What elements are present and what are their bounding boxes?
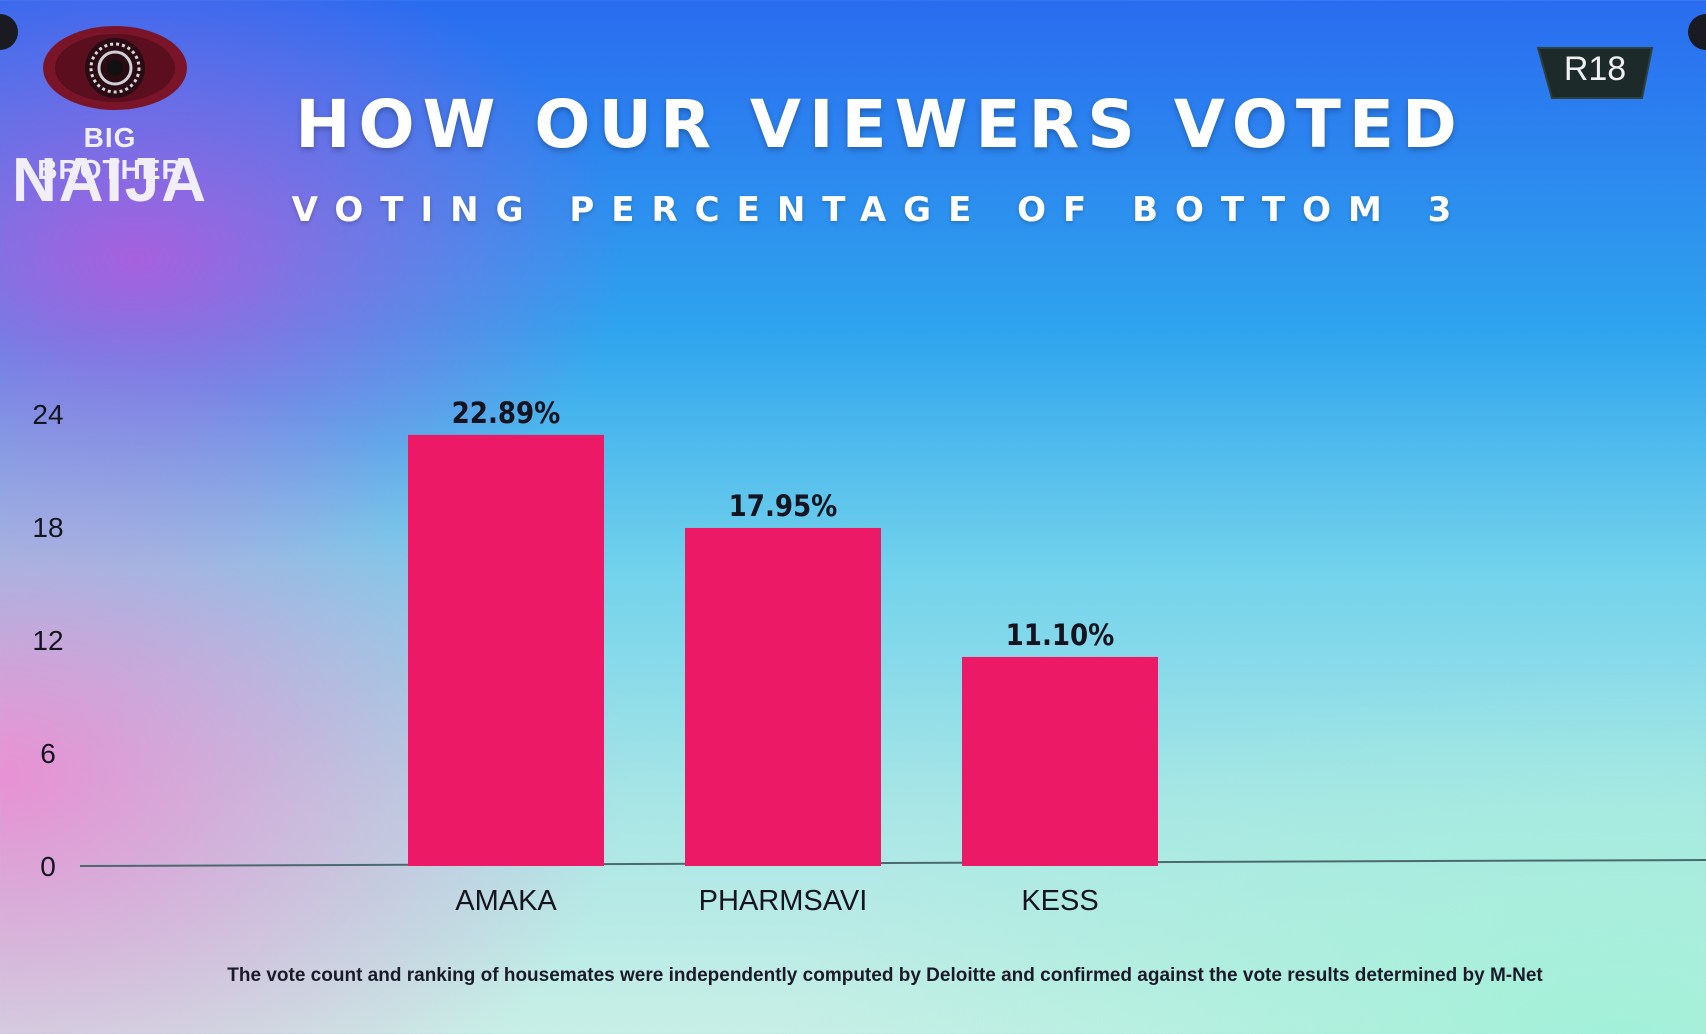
rating-badge-shape xyxy=(1536,47,1654,99)
corner-mark-left xyxy=(0,14,18,50)
eye-icon xyxy=(43,26,187,110)
x-tick-label: KESS xyxy=(1021,885,1098,917)
x-tick-label: AMAKA xyxy=(455,885,557,917)
data-label: 11.10% xyxy=(1006,618,1115,652)
y-tick-label: 18 xyxy=(32,512,63,543)
bar-amaka xyxy=(408,434,604,866)
data-label: 17.95% xyxy=(729,489,838,523)
logo-text-line1: BIG BROTHER xyxy=(37,122,183,185)
x-tick-label: PHARMSAVI xyxy=(699,885,868,917)
logo-text-line2: NAIJA xyxy=(11,146,209,215)
footnote: The vote count and ranking of housemates… xyxy=(227,965,1543,986)
y-tick-label: 24 xyxy=(32,399,63,430)
chart-title: HOW OUR VIEWERS VOTED xyxy=(295,86,1465,163)
chart-subtitle: VOTING PERCENTAGE OF BOTTOM 3 xyxy=(291,190,1469,230)
x-axis-line xyxy=(79,859,1706,867)
show-logo: BIG BROTHER NAIJA xyxy=(10,22,210,212)
rating-badge: R18 xyxy=(1530,44,1660,102)
data-label: 22.89% xyxy=(452,396,561,430)
y-tick-label: 0 xyxy=(40,851,56,882)
corner-mark-right xyxy=(1688,14,1706,50)
bar-kess xyxy=(962,656,1158,866)
y-tick-label: 6 xyxy=(40,738,56,769)
bar-pharmsavi xyxy=(685,527,881,866)
y-tick-label: 12 xyxy=(32,625,63,656)
rating-label: R18 xyxy=(1563,50,1627,88)
